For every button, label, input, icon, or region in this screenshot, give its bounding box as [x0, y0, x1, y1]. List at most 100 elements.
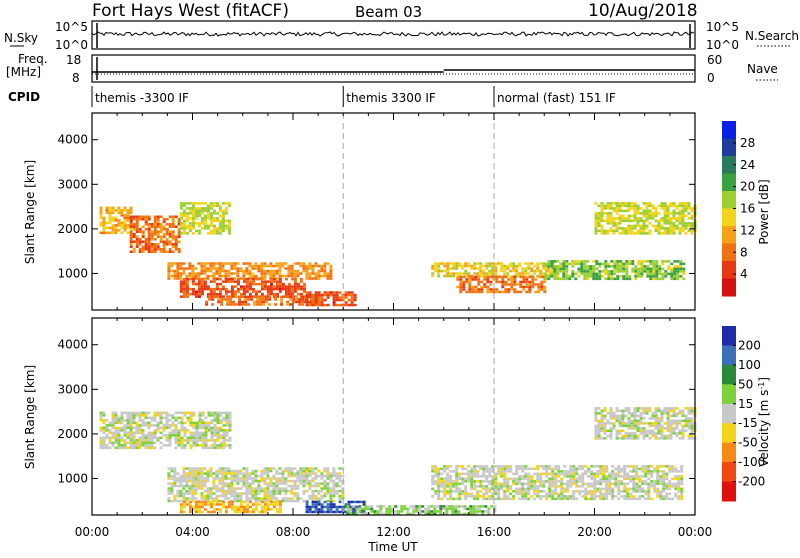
heatmap-cell [227, 482, 231, 485]
heatmap-cell [630, 422, 634, 425]
heatmap-cell [299, 472, 303, 475]
heatmap-cell [583, 267, 587, 271]
heatmap-cell [620, 495, 624, 498]
heatmap-cell [575, 480, 579, 483]
heatmap-cell [645, 429, 649, 433]
heatmap-cell [578, 467, 582, 471]
heatmap-cell [153, 436, 157, 440]
heatmap-cell [509, 467, 513, 471]
heatmap-cell [227, 497, 231, 500]
heatmap-cell [129, 416, 133, 420]
heatmap-cell [156, 230, 160, 233]
heatmap-cell [577, 260, 581, 263]
heatmap-cell [626, 475, 630, 478]
heatmap-cell [290, 474, 294, 478]
heatmap-cell [194, 492, 198, 495]
heatmap-cell [455, 465, 459, 468]
heatmap-cell [571, 260, 575, 263]
heatmap-cell [129, 424, 133, 427]
heatmap-cell [177, 416, 181, 420]
heatmap-cell [501, 275, 505, 279]
heatmap-cell [233, 472, 237, 475]
heatmap-cell [662, 475, 666, 478]
heatmap-cell [690, 209, 694, 213]
heatmap-cell [672, 209, 676, 213]
heatmap-cell [174, 245, 178, 248]
heatmap-cell [500, 475, 504, 478]
heatmap-cell [690, 412, 694, 415]
freq-right-tick-bottom: 0 [707, 71, 715, 85]
heatmap-cell [299, 262, 303, 265]
heatmap-cell [138, 248, 142, 251]
heatmap-cell [580, 260, 584, 263]
heatmap-cell [102, 419, 106, 422]
heatmap-cell [293, 272, 297, 275]
heatmap-cell [600, 422, 604, 425]
heatmap-cell [245, 505, 249, 509]
heatmap-cell [658, 277, 662, 281]
heatmap-cell [482, 472, 486, 476]
heatmap-cell [578, 485, 582, 488]
heatmap-cell [314, 296, 318, 299]
heatmap-cell [595, 272, 599, 276]
heatmap-cell [479, 482, 483, 486]
heatmap-cell [601, 275, 605, 278]
heatmap-cell [251, 290, 255, 293]
heatmap-cell [433, 507, 437, 511]
heatmap-cell [197, 508, 201, 511]
heatmap-cell [455, 272, 459, 275]
heatmap-cell [559, 265, 563, 268]
heatmap-cell [156, 424, 160, 427]
heatmap-cell [230, 505, 234, 509]
heatmap-cell [182, 477, 186, 480]
heatmap-cell [120, 416, 124, 420]
heatmap-cell [587, 485, 591, 488]
heatmap-cell [618, 202, 622, 205]
heatmap-cell [670, 267, 674, 271]
heatmap-cell [353, 303, 357, 307]
heatmap-cell [659, 477, 663, 481]
heatmap-cell [200, 477, 204, 480]
heatmap-cell [556, 267, 560, 271]
heatmap-cell [533, 480, 537, 483]
heatmap-cell [102, 439, 106, 442]
heatmap-cell [611, 497, 615, 501]
heatmap-cell [182, 282, 186, 286]
heatmap-cell [176, 489, 180, 493]
heatmap-cell [278, 280, 282, 283]
heatmap-cell [606, 229, 610, 233]
heatmap-cell [545, 495, 549, 498]
heatmap-cell [171, 416, 175, 420]
heatmap-cell [669, 434, 673, 438]
heatmap-cell [524, 487, 528, 491]
heatmap-cell [173, 274, 177, 278]
heatmap-cell [141, 233, 145, 236]
heatmap-cell [639, 417, 643, 420]
heatmap-cell [616, 262, 620, 266]
heatmap-cell [663, 427, 667, 430]
heatmap-cell [323, 291, 327, 294]
heatmap-cell [473, 272, 477, 275]
heatmap-cell [216, 416, 220, 420]
heatmap-cell [388, 505, 392, 508]
heatmap-cell [144, 416, 148, 420]
heatmap-cell [571, 265, 575, 268]
heatmap-cell [611, 475, 615, 478]
heatmap-cell [221, 229, 225, 233]
heatmap-cell [326, 303, 330, 307]
heatmap-cell [138, 414, 142, 417]
heatmap-cell [493, 507, 497, 511]
heatmap-cell [663, 229, 667, 233]
heatmap-cell [350, 505, 354, 509]
heatmap-cell [260, 285, 264, 288]
heatmap-cell [117, 431, 121, 435]
heatmap-cell [470, 477, 474, 481]
heatmap-cell [224, 227, 228, 230]
heatmap-cell [99, 221, 103, 225]
heatmap-cell [203, 219, 207, 223]
heatmap-cell [478, 510, 482, 513]
heatmap-cell [138, 439, 142, 442]
heatmap-cell [616, 270, 620, 273]
heatmap-cell [630, 434, 634, 438]
heatmap-cell [259, 295, 263, 299]
